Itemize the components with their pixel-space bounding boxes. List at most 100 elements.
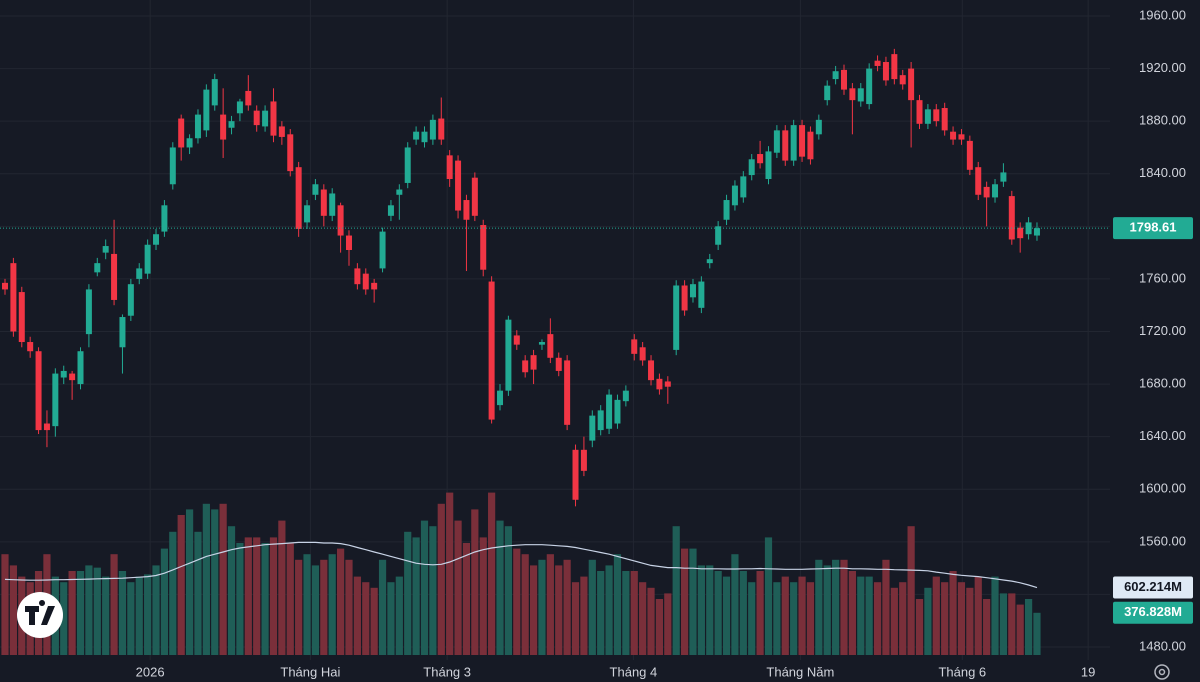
- volume-bar: [144, 574, 152, 655]
- candle-body: [329, 193, 336, 216]
- y-tick-label: 1760.00: [1139, 270, 1186, 285]
- volume-bar: [387, 582, 395, 655]
- ma-label-box: [1113, 576, 1193, 599]
- candle-body: [706, 259, 713, 264]
- logo-circle: [17, 592, 63, 638]
- candle-body: [757, 154, 764, 164]
- volume-label: 376.828M: [1124, 604, 1182, 619]
- volume-bar: [504, 526, 512, 655]
- volume-bar: [571, 582, 580, 655]
- candle-body: [648, 360, 655, 381]
- volume-bar: [68, 571, 76, 655]
- x-tick-label: Tháng 3: [423, 664, 471, 679]
- volume-bar: [991, 576, 999, 655]
- candle-body: [1033, 228, 1040, 236]
- volume-bar: [672, 526, 680, 655]
- volume-bar: [185, 509, 194, 655]
- candle-body: [597, 410, 604, 431]
- volume-bar: [135, 576, 143, 655]
- volume-bar: [689, 548, 697, 655]
- candle-body: [463, 200, 470, 220]
- candle-body: [589, 415, 596, 441]
- volume-bar: [605, 565, 613, 655]
- candle-body: [505, 319, 512, 391]
- candle-body: [178, 118, 185, 148]
- candle-body: [18, 292, 25, 343]
- candle-body: [35, 351, 42, 431]
- volume-bar: [337, 548, 345, 655]
- candle-body: [715, 226, 722, 245]
- volume-bar: [756, 571, 764, 655]
- candle-body: [740, 176, 747, 198]
- gear-center[interactable]: [1158, 668, 1166, 676]
- volume-bar: [731, 554, 739, 655]
- candle-body: [438, 118, 445, 140]
- candle-body: [421, 131, 428, 143]
- volume-bar: [345, 559, 353, 655]
- volume-bar: [404, 531, 412, 655]
- volume-bar: [924, 587, 932, 655]
- volume-bar: [949, 571, 957, 655]
- y-tick-label: 1880.00: [1139, 113, 1186, 128]
- volume-bar: [437, 503, 445, 655]
- volume-bar: [219, 503, 227, 655]
- candle-body: [253, 110, 260, 126]
- candle-body: [790, 125, 797, 161]
- volume-bar: [513, 548, 521, 655]
- candle-body: [396, 189, 403, 195]
- volume-bar: [488, 492, 496, 655]
- volume-bar: [521, 554, 529, 655]
- y-tick-label: 1560.00: [1139, 533, 1186, 548]
- candle-body: [891, 54, 898, 80]
- volume-bar: [739, 571, 747, 655]
- volume-bar: [966, 587, 974, 655]
- volume-bar: [76, 571, 85, 655]
- candle-body: [673, 285, 680, 350]
- candle-body: [119, 317, 126, 348]
- candle-body: [153, 234, 160, 245]
- candle-body: [1008, 196, 1015, 240]
- volume-bar: [915, 599, 924, 655]
- volume-bar: [882, 559, 890, 655]
- volume-bar: [983, 599, 991, 655]
- tv-logo: [17, 592, 63, 638]
- candle-body: [723, 200, 730, 220]
- candle-body: [387, 205, 394, 216]
- volume-bar: [429, 526, 437, 655]
- gear[interactable]: [1154, 664, 1170, 680]
- candle-body: [572, 449, 579, 500]
- candle-body: [304, 205, 311, 223]
- candle-body: [547, 334, 554, 358]
- candle-body: [664, 381, 671, 387]
- volume-bar: [773, 582, 781, 655]
- volume-bar: [85, 565, 93, 655]
- candle-body: [312, 184, 319, 195]
- candle-body: [2, 282, 8, 290]
- candle-body: [681, 285, 688, 311]
- candle-body: [983, 186, 990, 198]
- volume-bar: [873, 582, 882, 655]
- volume-bar: [227, 526, 236, 655]
- candle-body: [748, 159, 755, 176]
- candle-body: [857, 88, 864, 102]
- candle-body: [555, 357, 562, 371]
- candle-body: [77, 351, 84, 385]
- candle-body: [127, 284, 134, 316]
- volume-bar: [538, 559, 546, 655]
- volume-bar: [353, 576, 361, 655]
- candle-body: [782, 130, 789, 161]
- candle-body: [807, 131, 814, 160]
- volume-bar: [597, 571, 605, 655]
- settings-icon[interactable]: [1154, 664, 1170, 680]
- candle-body: [992, 184, 999, 198]
- volume-bar: [420, 520, 429, 655]
- candle-body: [975, 167, 982, 195]
- candle-body: [731, 185, 738, 206]
- candle-body: [765, 151, 772, 180]
- candle-body: [815, 119, 822, 135]
- candle-body: [530, 355, 537, 370]
- candle-body: [186, 138, 193, 148]
- volume-bar: [1016, 604, 1024, 655]
- candle-body: [580, 449, 587, 471]
- candle-body: [958, 134, 965, 140]
